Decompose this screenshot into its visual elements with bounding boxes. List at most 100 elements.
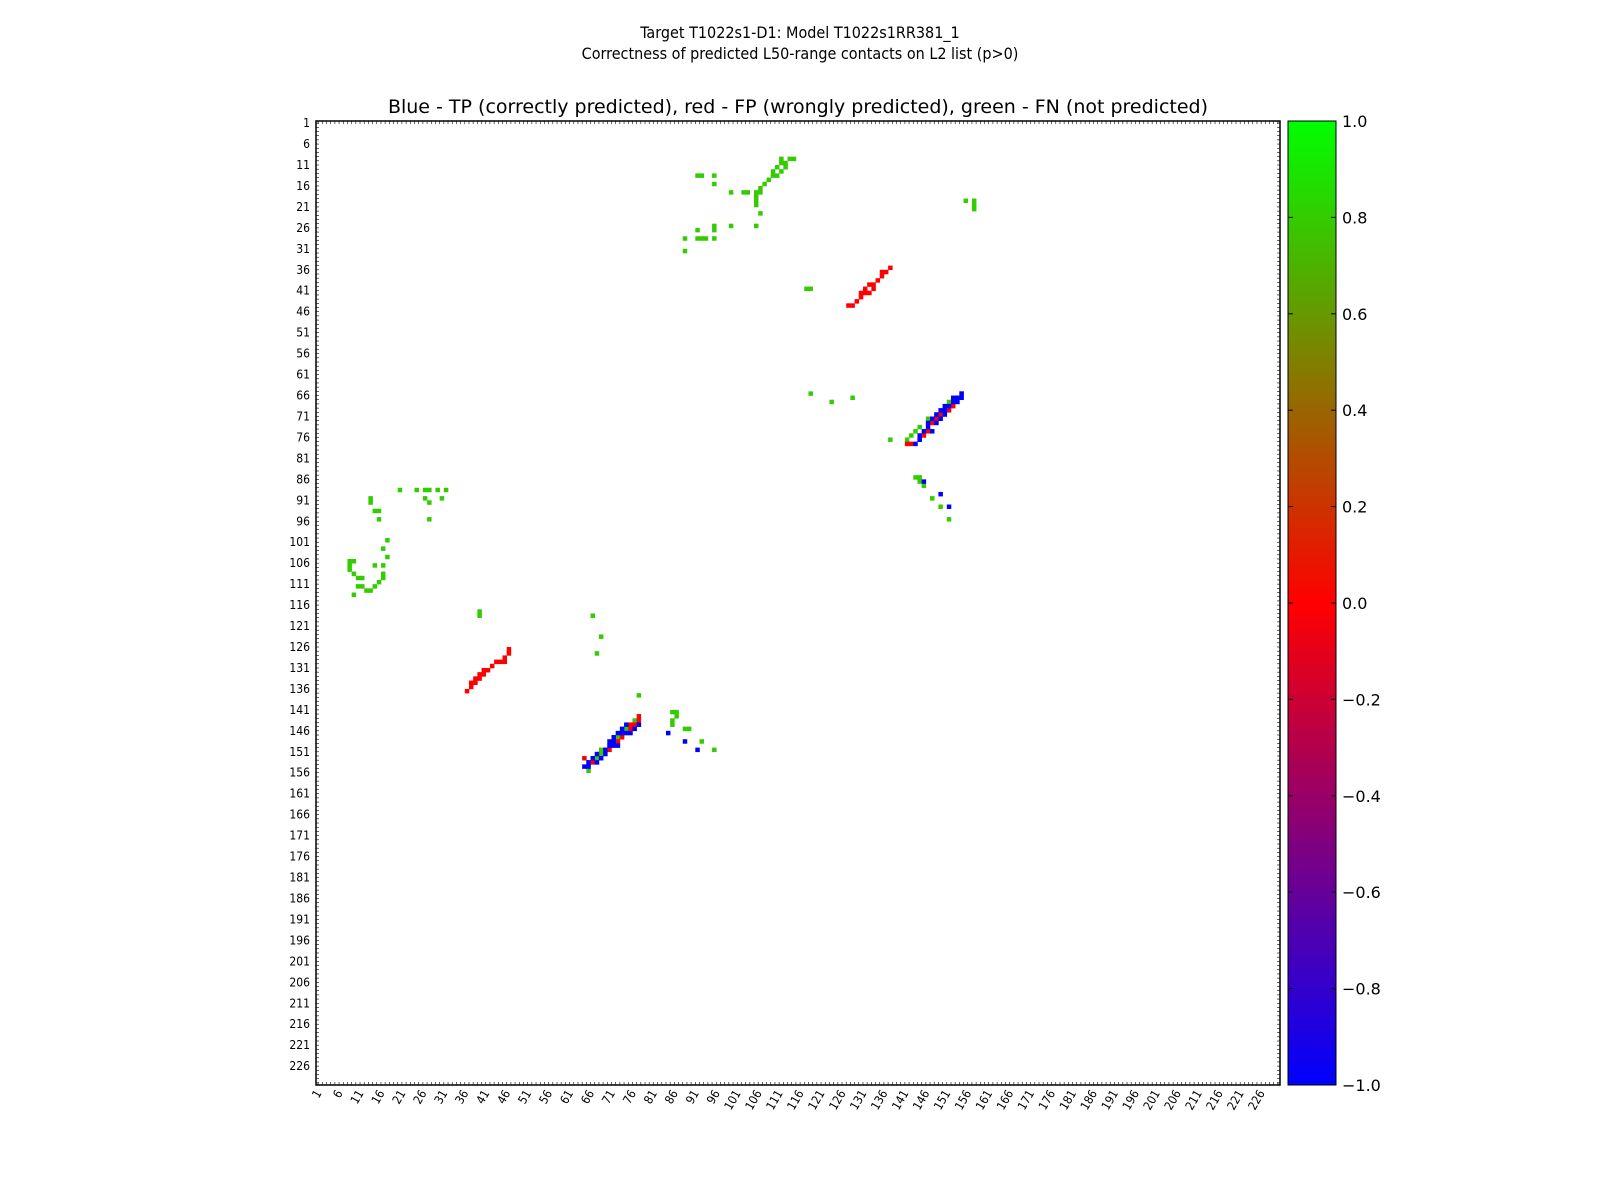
fn-cell bbox=[779, 156, 784, 162]
fp-cell bbox=[862, 290, 868, 296]
fn-cell bbox=[946, 399, 952, 405]
fn-cell bbox=[971, 206, 977, 212]
fn-cell bbox=[703, 236, 709, 241]
fn-cell bbox=[917, 475, 922, 480]
y-tick-label: 151 bbox=[289, 745, 310, 759]
y-tick-label: 196 bbox=[289, 933, 310, 947]
fp-cell bbox=[879, 269, 885, 275]
fp-cell bbox=[628, 726, 633, 732]
x-tick-label: 36 bbox=[452, 1087, 471, 1106]
fp-cell bbox=[473, 676, 478, 681]
x-tick-label: 156 bbox=[952, 1087, 974, 1112]
fn-cell bbox=[347, 567, 352, 572]
y-tick-label: 16 bbox=[296, 179, 310, 193]
contact-cells bbox=[347, 156, 977, 774]
tp-cell bbox=[594, 760, 600, 765]
fp-cell bbox=[607, 747, 612, 753]
fp-cell bbox=[871, 282, 876, 287]
x-tick-label: 191 bbox=[1099, 1088, 1121, 1113]
fp-cell bbox=[938, 412, 943, 417]
tp-cell bbox=[586, 760, 591, 765]
fn-cell bbox=[699, 739, 704, 744]
fn-cell bbox=[946, 517, 952, 522]
tp-cell bbox=[607, 743, 612, 748]
fn-cell bbox=[699, 173, 704, 178]
fn-cell bbox=[971, 202, 977, 208]
minor-ticks bbox=[316, 121, 1280, 1085]
fp-cell bbox=[498, 659, 503, 665]
tp-cell bbox=[946, 403, 952, 409]
fn-cell bbox=[753, 223, 759, 229]
tp-cell bbox=[950, 399, 956, 405]
fp-cell bbox=[494, 659, 499, 665]
fp-cell bbox=[468, 684, 474, 690]
fn-cell bbox=[758, 211, 763, 216]
y-tick-label: 121 bbox=[289, 619, 310, 633]
tp-cell bbox=[624, 730, 629, 736]
x-tick-label: 146 bbox=[910, 1087, 932, 1112]
fn-cell bbox=[770, 169, 776, 174]
fn-cell bbox=[712, 227, 717, 233]
fn-cell bbox=[624, 726, 629, 732]
y-tick-label: 136 bbox=[289, 682, 310, 696]
fn-cell bbox=[804, 286, 809, 292]
fp-cell bbox=[464, 688, 470, 694]
fn-cell bbox=[779, 169, 784, 174]
y-tick-label: 206 bbox=[289, 975, 310, 989]
y-tick-label: 126 bbox=[289, 640, 310, 654]
fn-cell bbox=[422, 496, 428, 501]
y-tick-label: 21 bbox=[296, 200, 310, 214]
x-tick-label: 206 bbox=[1161, 1087, 1183, 1112]
y-tick-label: 26 bbox=[296, 221, 310, 235]
fp-cell bbox=[506, 651, 512, 656]
fn-cell bbox=[439, 496, 445, 501]
y-tick-label: 146 bbox=[289, 724, 310, 738]
y-tick-label: 111 bbox=[289, 577, 310, 591]
x-tick-label: 96 bbox=[704, 1087, 723, 1106]
fn-cell bbox=[791, 156, 797, 162]
fn-cell bbox=[598, 751, 604, 757]
fp-cell bbox=[582, 755, 587, 761]
x-tick-label: 101 bbox=[721, 1088, 743, 1113]
tp-cell bbox=[619, 730, 625, 736]
tp-cell bbox=[913, 441, 918, 447]
fn-cell bbox=[598, 747, 604, 753]
x-tick-label: 171 bbox=[1015, 1088, 1037, 1113]
fn-cell bbox=[774, 165, 780, 170]
x-tick-label: 106 bbox=[742, 1087, 764, 1112]
fn-cell bbox=[925, 416, 931, 421]
y-tick-label: 41 bbox=[296, 284, 310, 298]
fn-cell bbox=[712, 747, 717, 753]
fn-cell bbox=[422, 487, 428, 493]
fn-cell bbox=[753, 198, 759, 204]
tp-cell bbox=[632, 726, 637, 732]
colorbar-tick-label: 0.6 bbox=[1342, 305, 1367, 324]
y-tick-label: 216 bbox=[289, 1017, 310, 1031]
fn-cell bbox=[355, 584, 361, 589]
fn-cell bbox=[380, 571, 386, 577]
tp-cell bbox=[950, 395, 956, 401]
y-tick-label: 86 bbox=[296, 472, 310, 486]
fn-cell bbox=[695, 236, 700, 241]
fn-cell bbox=[351, 558, 357, 564]
tp-cell bbox=[611, 743, 616, 748]
fn-cell bbox=[904, 437, 910, 442]
fp-cell bbox=[867, 282, 872, 287]
fp-cell bbox=[867, 290, 872, 296]
fn-cell bbox=[368, 500, 373, 505]
tp-cell bbox=[615, 743, 621, 748]
y-tick-label: 11 bbox=[296, 158, 310, 172]
tp-cell bbox=[938, 491, 943, 497]
fn-cell bbox=[909, 433, 914, 438]
fn-cell bbox=[712, 181, 717, 187]
colorbar-tick-label: 0.0 bbox=[1342, 594, 1367, 613]
y-axis-ticks: 1611162126313641465156616671768186919610… bbox=[289, 116, 310, 1073]
fp-cell bbox=[858, 290, 864, 296]
fn-cell bbox=[414, 487, 419, 493]
fn-cell bbox=[347, 563, 352, 568]
y-tick-label: 131 bbox=[289, 661, 310, 675]
fp-cell bbox=[468, 680, 474, 686]
fp-cell bbox=[883, 269, 889, 275]
plot-frame bbox=[315, 120, 1281, 1086]
fp-cell bbox=[506, 647, 512, 652]
